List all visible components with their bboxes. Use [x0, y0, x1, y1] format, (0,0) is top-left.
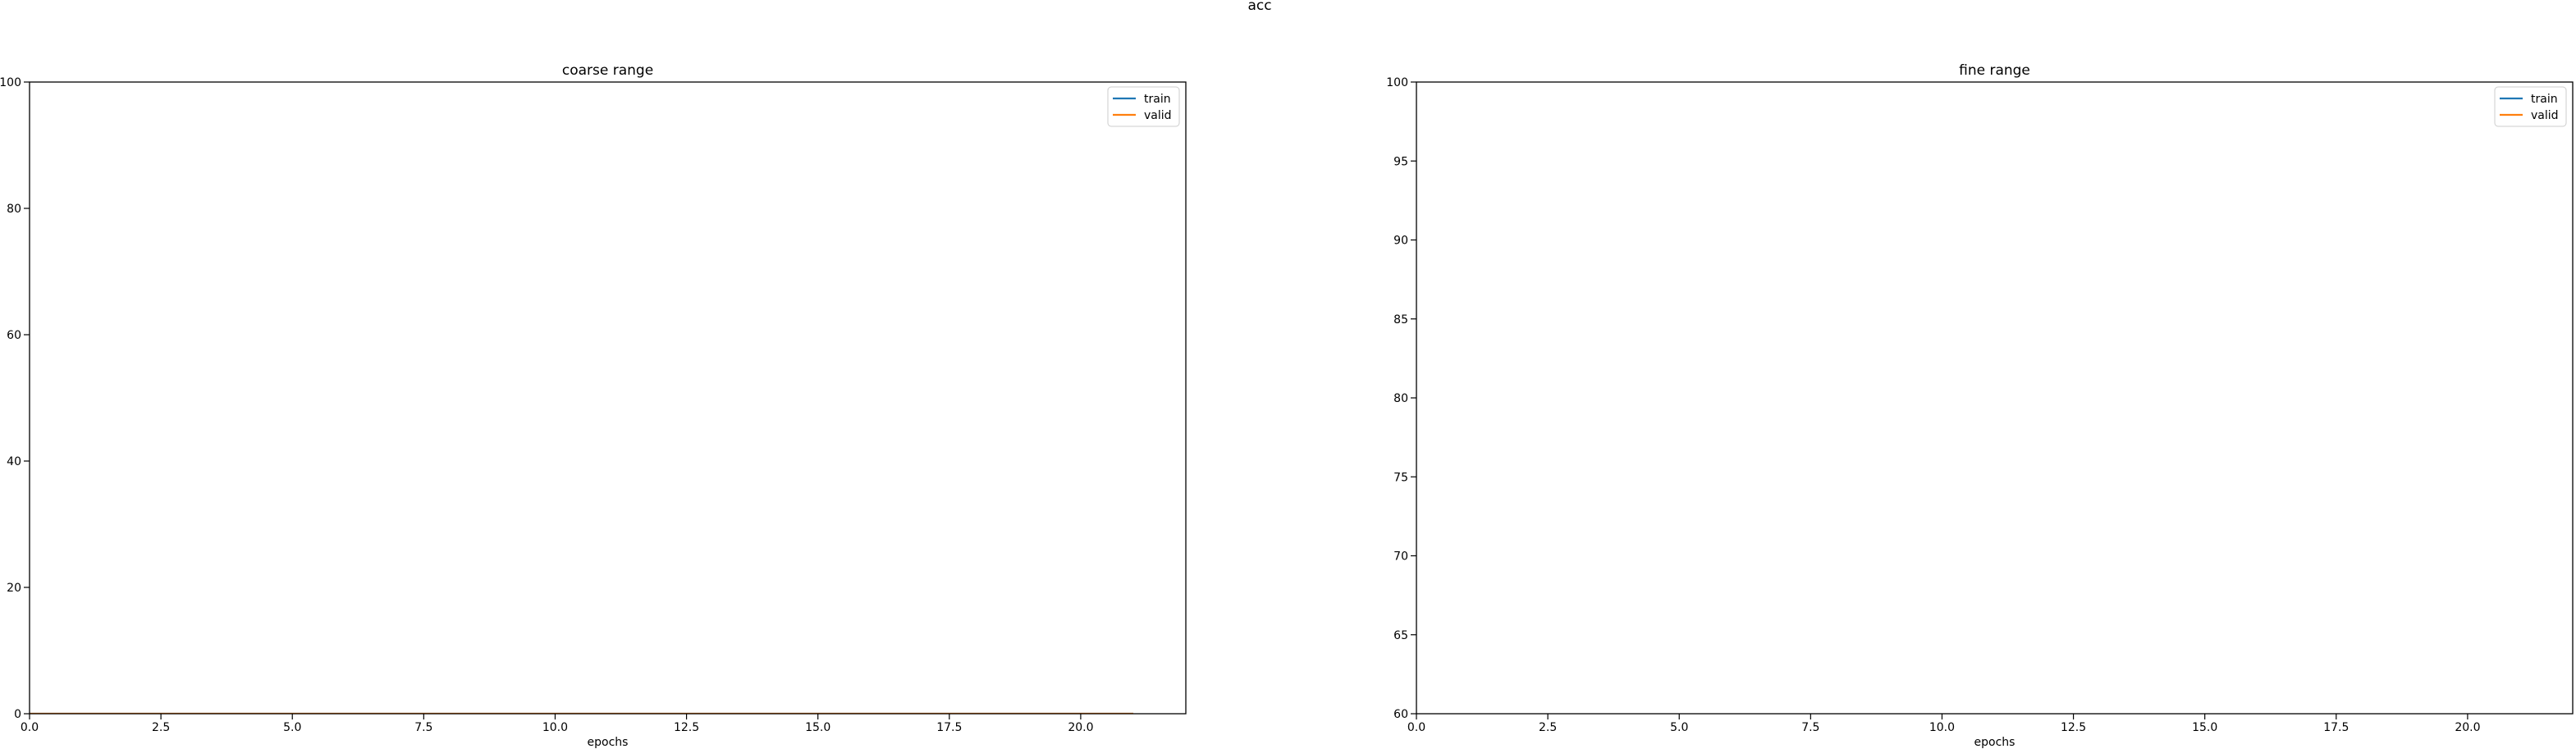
- legend-label-train: train: [1144, 93, 1171, 106]
- y-tick-label: 75: [1393, 471, 1408, 484]
- axes-container: coarse range 0.0 2.5 5.0 7.5 10.0 12.5 15.0 17.5…: [0, 62, 2574, 749]
- legend-label-valid: valid: [1144, 109, 1172, 122]
- x-tick-label: 15.0: [2192, 721, 2217, 734]
- legend-box: [1107, 86, 1180, 127]
- legend: train valid: [2494, 86, 2567, 127]
- figure-title: acc: [1247, 0, 1271, 14]
- x-tick-label: 7.5: [414, 721, 432, 734]
- y-tick-label: 90: [1393, 235, 1408, 248]
- legend-label-valid: valid: [2531, 109, 2559, 122]
- x-tick-label: 15.0: [805, 721, 830, 734]
- legend: train valid: [1107, 86, 1180, 127]
- x-tick-label: 2.5: [1539, 721, 1557, 734]
- x-tick-label: 10.0: [542, 721, 568, 734]
- y-tick-label: 60: [7, 329, 21, 342]
- y-tick-label: 0: [14, 708, 21, 721]
- x-tick-label: 5.0: [1670, 721, 1688, 734]
- x-tick-label: 10.0: [1929, 721, 1955, 734]
- y-tick-label: 20: [7, 582, 21, 595]
- x-tick-label: 12.5: [2061, 721, 2086, 734]
- x-tick-label: 17.5: [936, 721, 962, 734]
- y-tick-label: 95: [1393, 155, 1408, 168]
- x-axis-label: epochs: [1974, 736, 2016, 749]
- x-tick-label: 7.5: [1801, 721, 1819, 734]
- x-tick-label: 0.0: [21, 721, 39, 734]
- chart-title: fine range: [1959, 62, 2030, 79]
- x-axis-label: epochs: [588, 736, 629, 749]
- x-tick-label: 2.5: [152, 721, 170, 734]
- y-tick-label: 80: [1393, 392, 1408, 405]
- x-tick-label: 20.0: [1068, 721, 1093, 734]
- axes-2: fine range 0.0 2.5 5.0 7.5 10.0 12.5 15.0 17.5 20…: [1386, 62, 2574, 749]
- axes-1: coarse range 0.0 2.5 5.0 7.5 10.0 12.5 15.0 17.5…: [0, 62, 1187, 749]
- x-tick-label: 5.0: [283, 721, 301, 734]
- y-tick-label: 40: [7, 455, 21, 468]
- x-tick-label: 20.0: [2455, 721, 2480, 734]
- legend-box: [2494, 86, 2567, 127]
- y-tick-label: 70: [1393, 550, 1408, 564]
- x-tick-label: 12.5: [674, 721, 699, 734]
- legend-label-train: train: [2531, 93, 2558, 106]
- axes-frame: [29, 81, 1187, 715]
- y-tick-label: 60: [1393, 708, 1408, 721]
- x-tick-label: 17.5: [2323, 721, 2349, 734]
- chart-title: coarse range: [562, 62, 653, 79]
- x-tick-label: 0.0: [1407, 721, 1425, 734]
- y-tick-label: 100: [0, 76, 21, 89]
- y-tick-label: 80: [7, 203, 21, 216]
- y-tick-label: 85: [1393, 313, 1408, 327]
- y-tick-label: 100: [1386, 76, 1408, 89]
- axes-frame: [1416, 81, 2574, 715]
- y-tick-label: 65: [1393, 629, 1408, 642]
